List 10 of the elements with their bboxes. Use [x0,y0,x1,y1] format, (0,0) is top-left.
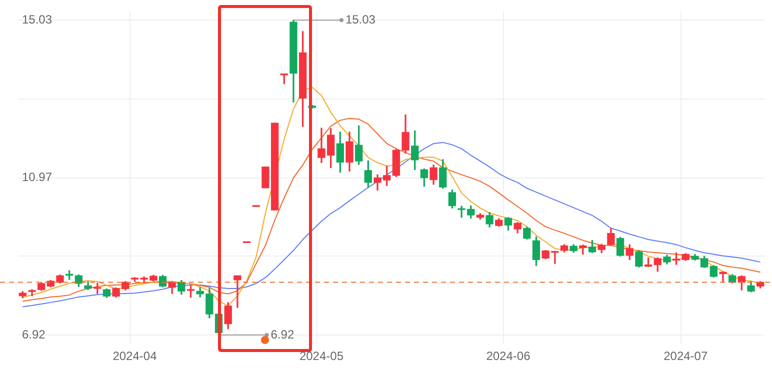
x-tick-label: 2024-04 [112,349,158,364]
annotation: 15.03 [345,12,376,26]
y-tick-label: 10.97 [22,170,52,184]
y-tick-label: 6.92 [22,327,46,342]
x-tick-label: 2024-06 [486,349,531,364]
annotation: 6.92 [270,327,294,342]
x-tick-label: 2024-07 [664,349,708,364]
x-tick-label: 2024-05 [299,349,344,364]
candlestick [94,282,102,294]
y-tick-label: 15.03 [22,12,52,26]
